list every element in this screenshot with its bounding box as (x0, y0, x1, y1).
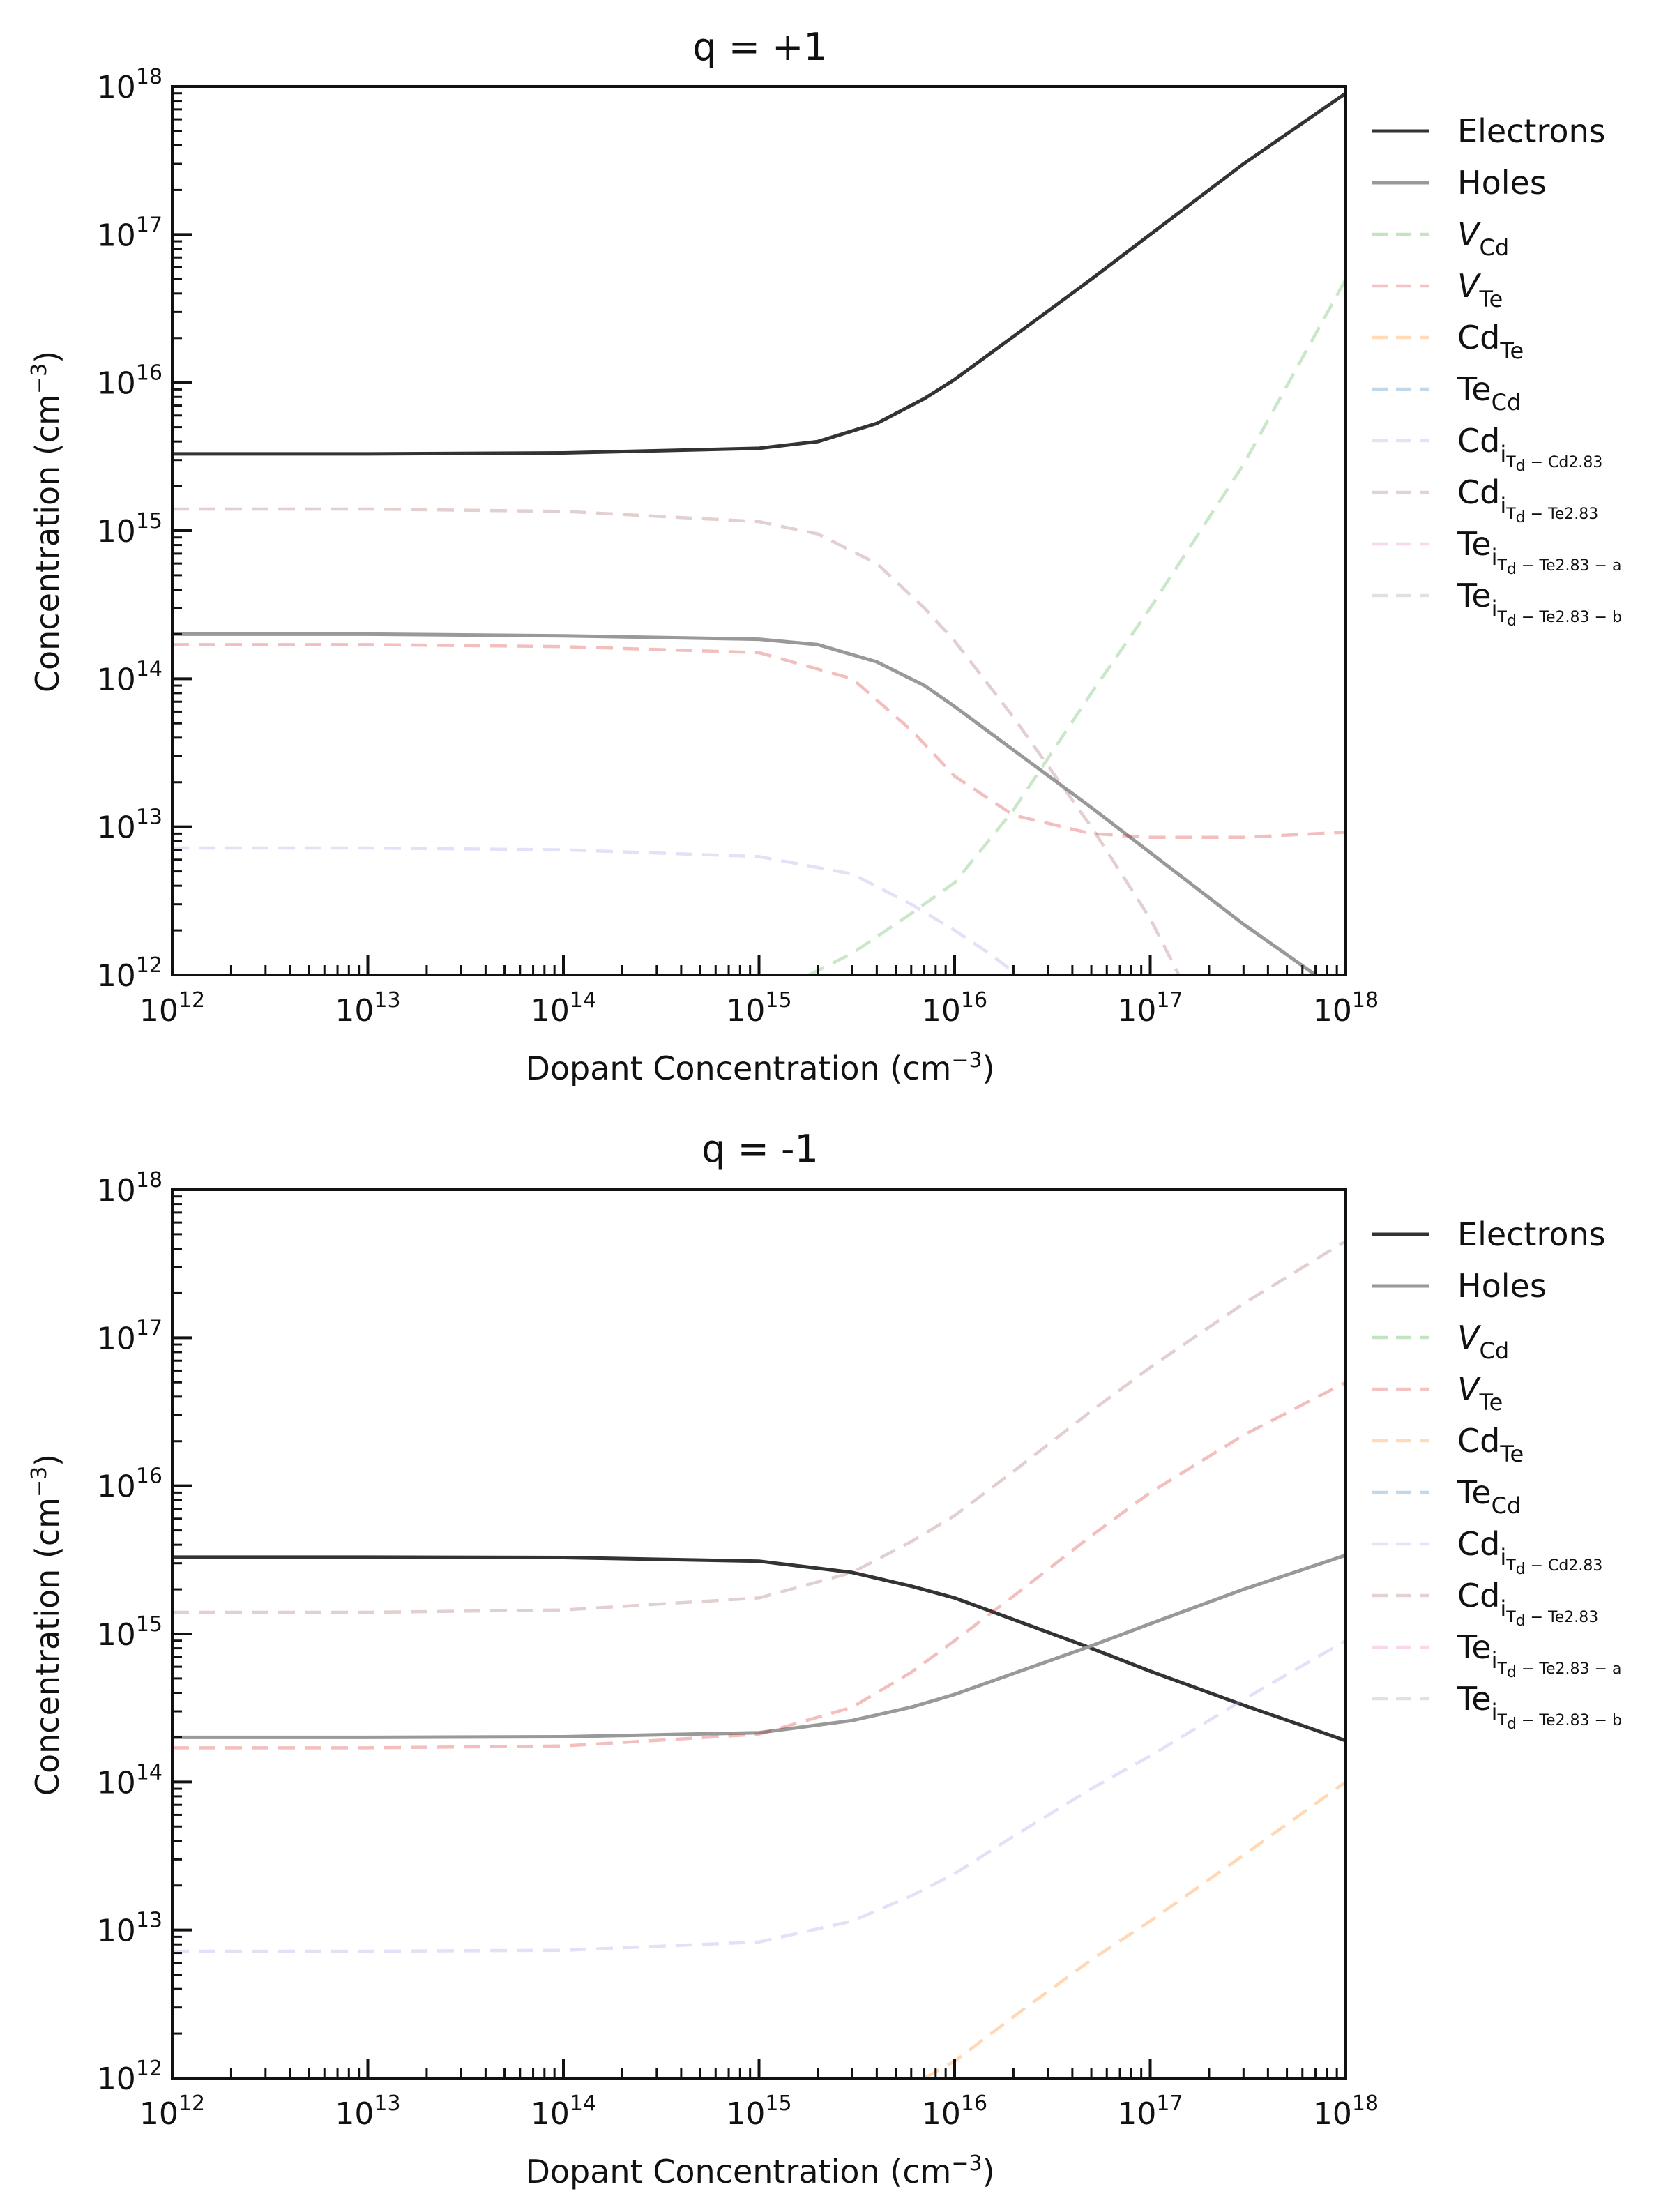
y-tick-label: 1015 (97, 1612, 162, 1653)
legend-label-holes: Holes (1457, 164, 1547, 202)
chart-title: q = +1 (692, 25, 827, 69)
x-tick-label: 1014 (531, 988, 596, 1029)
legend-label-Cd_Te: CdTe (1457, 319, 1524, 364)
x-tick-label: 1017 (1117, 988, 1183, 1029)
legend: Electrons Holes VCd VTe CdTe TeCd CdiTd − Cd2.… (1372, 1215, 1622, 1733)
series-line-Cd_i_Te (172, 507, 1181, 975)
legend-label-Cd_i_Cd: CdiTd − Cd2.83 (1457, 422, 1602, 475)
y-tick-label: 1013 (97, 805, 162, 846)
plot-frame (171, 1188, 1347, 2080)
y-axis-label: Concentration (cm−3) (27, 351, 66, 692)
series-line-holes (172, 1553, 1346, 1739)
y-tick-label: 1016 (97, 361, 162, 402)
x-tick-label: 1014 (531, 2091, 596, 2132)
x-axis-label: Dopant Concentration (cm−3) (525, 1048, 994, 1087)
x-tick-label: 1015 (726, 988, 791, 1029)
x-tick-label: 1018 (1313, 2091, 1379, 2132)
y-axis-label: Concentration (cm−3) (27, 1454, 66, 1796)
series-group (172, 91, 1346, 975)
legend-label-V_Te: VTe (1457, 267, 1503, 312)
legend-label-electrons: Electrons (1457, 1215, 1606, 1253)
y-tick-label: 1014 (97, 657, 162, 697)
legend-label-Cd_Te: CdTe (1457, 1422, 1524, 1467)
x-tick-label: 1016 (922, 2091, 987, 2132)
x-tick-label: 1018 (1313, 988, 1379, 1029)
y-tick-label: 1012 (97, 953, 162, 994)
ticks (171, 1188, 1347, 2080)
y-tick-label: 1018 (97, 1168, 162, 1209)
series-line-electrons (172, 1555, 1346, 1743)
legend-label-Te_i_b: TeiTd − Te2.83 − b (1457, 577, 1622, 630)
series-line-V_Te (172, 643, 1346, 839)
ticks (171, 85, 1347, 976)
legend-label-Te_i_a: TeiTd − Te2.83 − a (1457, 525, 1621, 578)
x-tick-label: 1013 (335, 2091, 400, 2132)
series-line-Cd_Te (923, 1780, 1346, 2078)
chart-title: q = -1 (701, 1127, 819, 1171)
legend-label-Te_Cd: TeCd (1457, 370, 1521, 416)
legend-label-electrons: Electrons (1457, 112, 1606, 150)
legend-label-Te_i_b: TeiTd − Te2.83 − b (1457, 1680, 1622, 1733)
x-tick-label: 1015 (726, 2091, 791, 2132)
x-axis-label: Dopant Concentration (cm−3) (525, 2151, 994, 2190)
x-tick-label: 1013 (335, 988, 400, 1029)
chart-panel-q-minus-1: q = -1 101210121013101310141014101510151… (27, 1127, 1622, 2190)
series-group (172, 1239, 1346, 2078)
series-line-electrons (172, 91, 1346, 456)
legend-label-Cd_i_Cd: CdiTd − Cd2.83 (1457, 1525, 1602, 1578)
y-tick-label: 1017 (97, 1316, 162, 1356)
y-tick-label: 1014 (97, 1760, 162, 1801)
series-line-Cd_i_Cd (172, 846, 1019, 975)
y-tick-label: 1017 (97, 213, 162, 253)
legend-label-V_Cd: VCd (1457, 1319, 1509, 1364)
series-line-V_Te (172, 1381, 1346, 1750)
legend: Electrons Holes VCd VTe CdTe TeCd CdiTd − Cd2.… (1372, 112, 1622, 630)
legend-label-Cd_i_Te: CdiTd − Te2.83 (1457, 1577, 1598, 1630)
series-line-V_Cd (808, 278, 1346, 975)
chart-panel-q-plus-1: q = +1 101210121013101310141014101510151… (27, 25, 1622, 1087)
legend-label-V_Cd: VCd (1457, 215, 1509, 261)
legend-label-Cd_i_Te: CdiTd − Te2.83 (1457, 474, 1598, 527)
x-tick-label: 1016 (922, 988, 987, 1029)
legend-label-Te_Cd: TeCd (1457, 1474, 1521, 1519)
x-tick-label: 1012 (139, 988, 205, 1029)
y-tick-label: 1013 (97, 1909, 162, 1949)
legend-label-holes: Holes (1457, 1267, 1547, 1305)
series-line-holes (172, 632, 1317, 975)
series-line-Cd_i_Te (172, 1239, 1346, 1614)
legend-label-Te_i_a: TeiTd − Te2.83 − a (1457, 1628, 1621, 1681)
x-tick-label: 1012 (139, 2091, 205, 2132)
y-tick-label: 1012 (97, 2056, 162, 2097)
legend-label-V_Te: VTe (1457, 1370, 1503, 1416)
x-tick-label: 1017 (1117, 2091, 1183, 2132)
y-tick-label: 1018 (97, 65, 162, 105)
series-line-Cd_i_Cd (172, 1639, 1346, 1953)
y-tick-label: 1016 (97, 1464, 162, 1505)
y-tick-label: 1015 (97, 509, 162, 550)
